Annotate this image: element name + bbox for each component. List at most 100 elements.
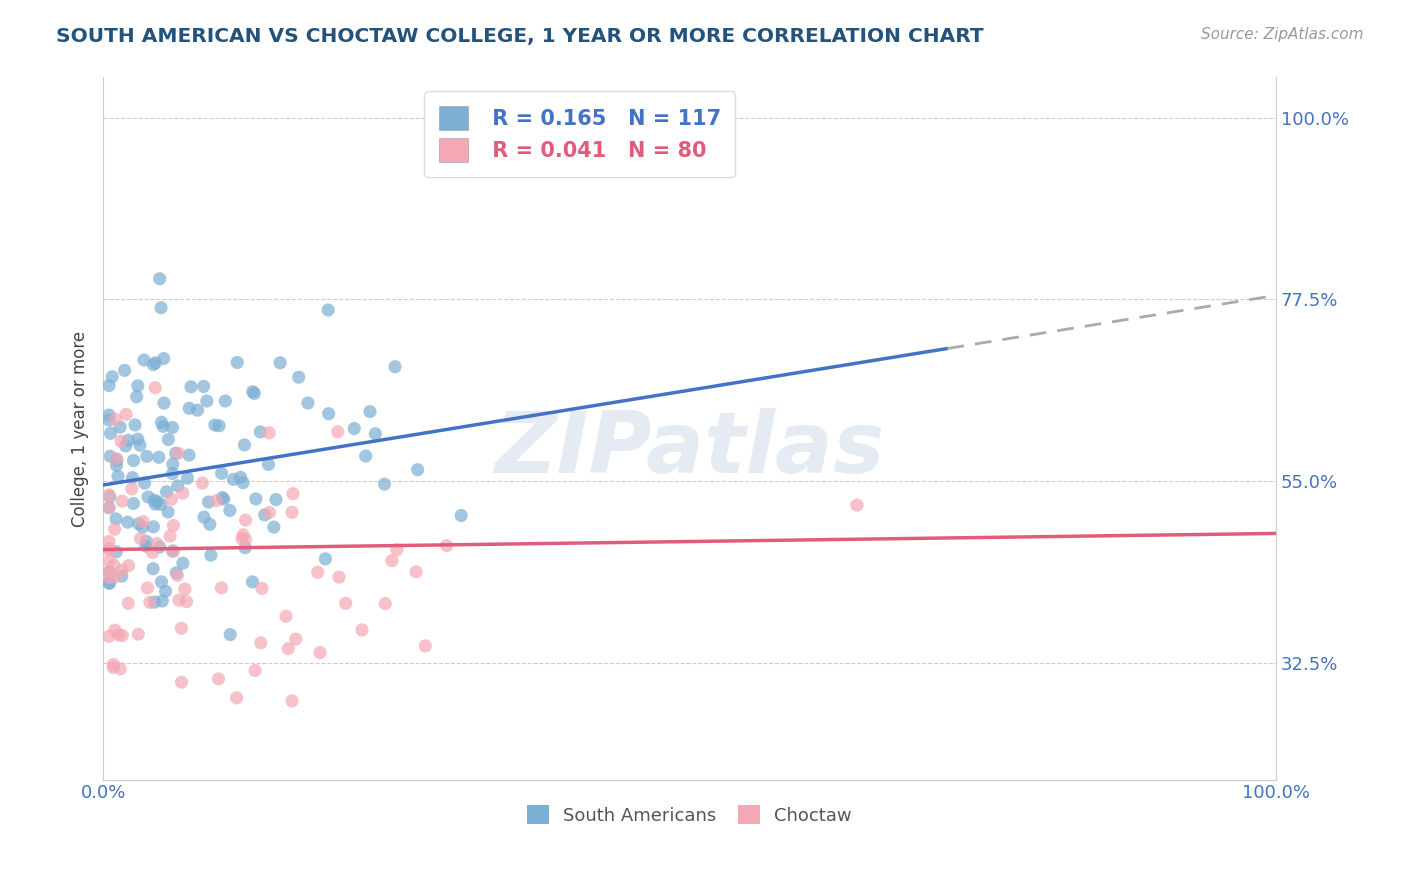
Point — [245, 491, 267, 506]
Point — [232, 475, 254, 490]
Point — [205, 493, 228, 508]
Point — [103, 657, 125, 672]
Point — [98, 576, 121, 591]
Point — [167, 593, 190, 607]
Point — [307, 566, 329, 580]
Point — [207, 672, 229, 686]
Point — [309, 646, 332, 660]
Point — [132, 515, 155, 529]
Point — [98, 575, 121, 590]
Point — [155, 484, 177, 499]
Point — [219, 503, 242, 517]
Point — [165, 566, 187, 580]
Point — [142, 520, 165, 534]
Point — [127, 627, 149, 641]
Point — [98, 541, 121, 556]
Point — [98, 565, 121, 579]
Point — [145, 356, 167, 370]
Point — [259, 506, 281, 520]
Text: ZIPatlas: ZIPatlas — [495, 409, 884, 491]
Point — [103, 660, 125, 674]
Point — [135, 534, 157, 549]
Point — [98, 554, 121, 568]
Point — [98, 543, 121, 558]
Point — [191, 476, 214, 491]
Point — [219, 627, 242, 641]
Point — [242, 574, 264, 589]
Point — [264, 492, 287, 507]
Point — [211, 581, 233, 595]
Point — [436, 539, 458, 553]
Point — [233, 438, 256, 452]
Point — [162, 467, 184, 481]
Point — [180, 380, 202, 394]
Point — [135, 539, 157, 553]
Y-axis label: College, 1 year or more: College, 1 year or more — [72, 330, 89, 526]
Point — [212, 492, 235, 507]
Point — [326, 425, 349, 439]
Point — [107, 628, 129, 642]
Point — [193, 510, 215, 524]
Point — [105, 512, 128, 526]
Point — [316, 303, 339, 318]
Point — [335, 596, 357, 610]
Point — [259, 425, 281, 440]
Point — [150, 415, 173, 429]
Point — [157, 433, 180, 447]
Point — [284, 632, 307, 647]
Point — [129, 438, 152, 452]
Point — [243, 386, 266, 401]
Point — [242, 384, 264, 399]
Text: Source: ZipAtlas.com: Source: ZipAtlas.com — [1201, 27, 1364, 42]
Point — [101, 369, 124, 384]
Point — [263, 520, 285, 534]
Point — [150, 574, 173, 589]
Point — [105, 451, 128, 466]
Point — [114, 363, 136, 377]
Point — [143, 493, 166, 508]
Point — [179, 401, 201, 416]
Point — [200, 548, 222, 562]
Point — [98, 488, 121, 502]
Point — [98, 413, 121, 427]
Point — [98, 500, 121, 515]
Point — [274, 609, 297, 624]
Point — [146, 536, 169, 550]
Point — [204, 418, 226, 433]
Point — [162, 457, 184, 471]
Point — [229, 470, 252, 484]
Point — [139, 595, 162, 609]
Point — [155, 584, 177, 599]
Point — [253, 508, 276, 522]
Point — [135, 450, 157, 464]
Point — [150, 594, 173, 608]
Point — [211, 491, 233, 505]
Point — [211, 467, 233, 481]
Point — [173, 582, 195, 596]
Point — [249, 425, 271, 439]
Point — [146, 494, 169, 508]
Point — [381, 554, 404, 568]
Point — [214, 394, 236, 409]
Point — [104, 570, 127, 584]
Point — [166, 479, 188, 493]
Point — [105, 545, 128, 559]
Point — [359, 404, 381, 418]
Point — [150, 301, 173, 315]
Point — [193, 379, 215, 393]
Point — [149, 271, 172, 285]
Point — [231, 532, 253, 546]
Point — [98, 449, 121, 463]
Point — [281, 694, 304, 708]
Point — [121, 470, 143, 484]
Point — [107, 469, 129, 483]
Point — [143, 381, 166, 395]
Point — [277, 641, 299, 656]
Point — [108, 420, 131, 434]
Legend: South Americans, Choctaw: South Americans, Choctaw — [519, 797, 860, 834]
Point — [136, 581, 159, 595]
Point — [100, 426, 122, 441]
Point — [121, 482, 143, 496]
Point — [98, 490, 121, 504]
Point — [115, 408, 138, 422]
